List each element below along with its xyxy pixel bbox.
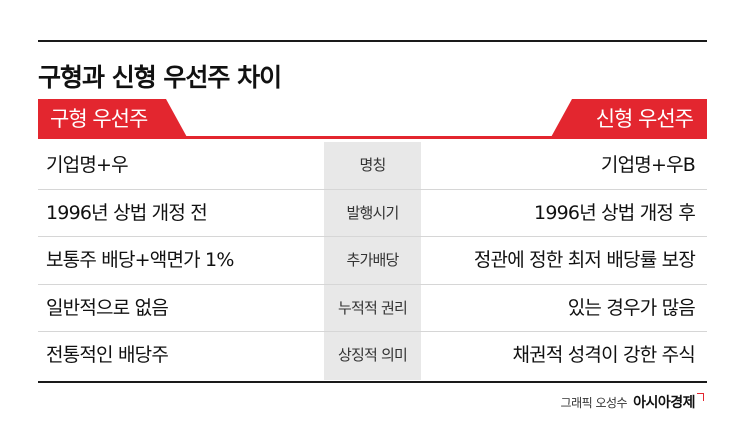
- brand-mark-icon: [697, 393, 704, 401]
- brand-logo: 아시아경제: [633, 395, 695, 411]
- category-label: 명칭: [359, 156, 386, 174]
- new-value: 기업명+우B: [600, 154, 696, 176]
- category-label: 추가배당: [346, 251, 399, 270]
- new-value: 채권적 성격이 강한 주식: [512, 344, 695, 367]
- comparison-table: 기업명+우 명칭 기업명+우B 1996년 상법 개정 전 발행시기 1996년…: [38, 142, 707, 380]
- table-row: 1996년 상법 개정 전 발행시기 1996년 상법 개정 후: [38, 190, 707, 238]
- graphic-credit: 그래픽 오성수: [560, 396, 628, 410]
- bottom-divider: [38, 381, 707, 383]
- old-value: 보통주 배당+액면가 1%: [46, 249, 234, 272]
- table-row: 일반적으로 없음 누적적 권리 있는 경우가 많음: [38, 285, 707, 333]
- old-value: 1996년 상법 개정 전: [46, 201, 208, 224]
- old-value: 일반적으로 없음: [46, 296, 169, 319]
- credit-line: 그래픽 오성수 아시아경제: [560, 392, 704, 412]
- page-title: 구형과 신형 우선주 차이: [38, 63, 282, 92]
- old-value: 전통적인 배당주: [46, 344, 169, 367]
- new-value: 정관에 정한 최저 배당률 보장: [473, 249, 696, 272]
- old-value: 기업명+우: [46, 154, 129, 176]
- old-preferred-tab: 구형 우선주: [38, 99, 188, 139]
- new-value: 1996년 상법 개정 후: [534, 201, 696, 224]
- top-divider: [38, 40, 707, 42]
- table-row: 기업명+우 명칭 기업명+우B: [38, 142, 707, 190]
- new-preferred-tab: 신형 우선주: [550, 99, 707, 139]
- table-row: 전통적인 배당주 상징적 의미 채권적 성격이 강한 주식: [38, 332, 707, 380]
- table-row: 보통주 배당+액면가 1% 추가배당 정관에 정한 최저 배당률 보장: [38, 237, 707, 285]
- category-label: 상징적 의미: [338, 346, 408, 365]
- header-red-divider: [38, 136, 707, 139]
- category-label: 누적적 권리: [338, 298, 408, 317]
- new-value: 있는 경우가 많음: [567, 296, 696, 319]
- category-label: 발행시기: [346, 203, 399, 222]
- category-column-background: [324, 142, 421, 380]
